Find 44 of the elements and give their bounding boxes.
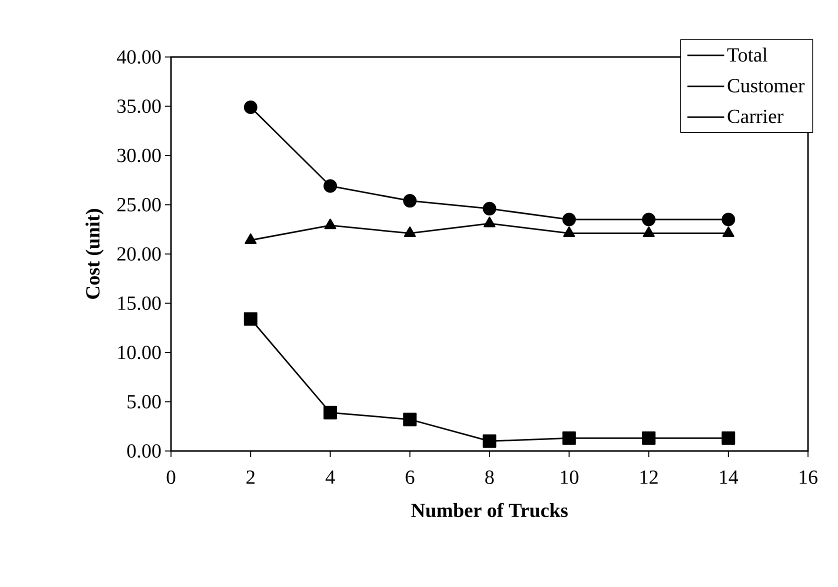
point [244,312,258,326]
point [722,212,736,226]
point [484,216,496,228]
point [244,100,258,114]
point [722,226,734,238]
x-tick-label: 10 [560,470,578,484]
point [562,212,576,226]
point [404,226,416,238]
x-axis-title: Number of Trucks [411,502,568,518]
point [642,431,656,445]
x-tick-label: 12 [640,470,658,484]
x-tick-label: 4 [326,470,335,484]
y-tick-label: 30.00 [117,148,161,162]
point [403,412,417,426]
y-tick-label: 25.00 [117,198,161,212]
point [244,233,257,244]
y-axis-title: Cost (unit) [86,209,104,299]
y-tick-label: 40.00 [116,50,161,64]
legend-label: Customer [728,78,805,92]
point [563,226,576,238]
y-tick-label: 10.00 [118,346,161,360]
y-tick-label: 5.00 [128,394,161,409]
x-tick-label: 0 [166,470,176,484]
point [324,218,336,230]
point [562,431,576,445]
point [482,434,496,448]
legend-label: Total [727,48,768,62]
x-tick-label: 16 [800,470,818,484]
point [642,212,656,226]
y-tick-label: 0.00 [127,444,161,458]
y-tick-label: 35.00 [117,99,161,114]
y-tick-label: 15.00 [118,296,161,310]
point [482,202,496,216]
point [324,406,338,420]
point [324,179,338,193]
x-tick-label: 2 [246,470,255,484]
x-tick-label: 8 [485,470,494,484]
legend-label: Carrier [728,110,784,124]
point [403,194,417,208]
y-tick-label: 20.00 [117,247,161,261]
x-tick-label: 6 [406,470,414,484]
x-tick-label: 14 [720,470,738,484]
point [722,431,736,445]
point [642,226,655,238]
